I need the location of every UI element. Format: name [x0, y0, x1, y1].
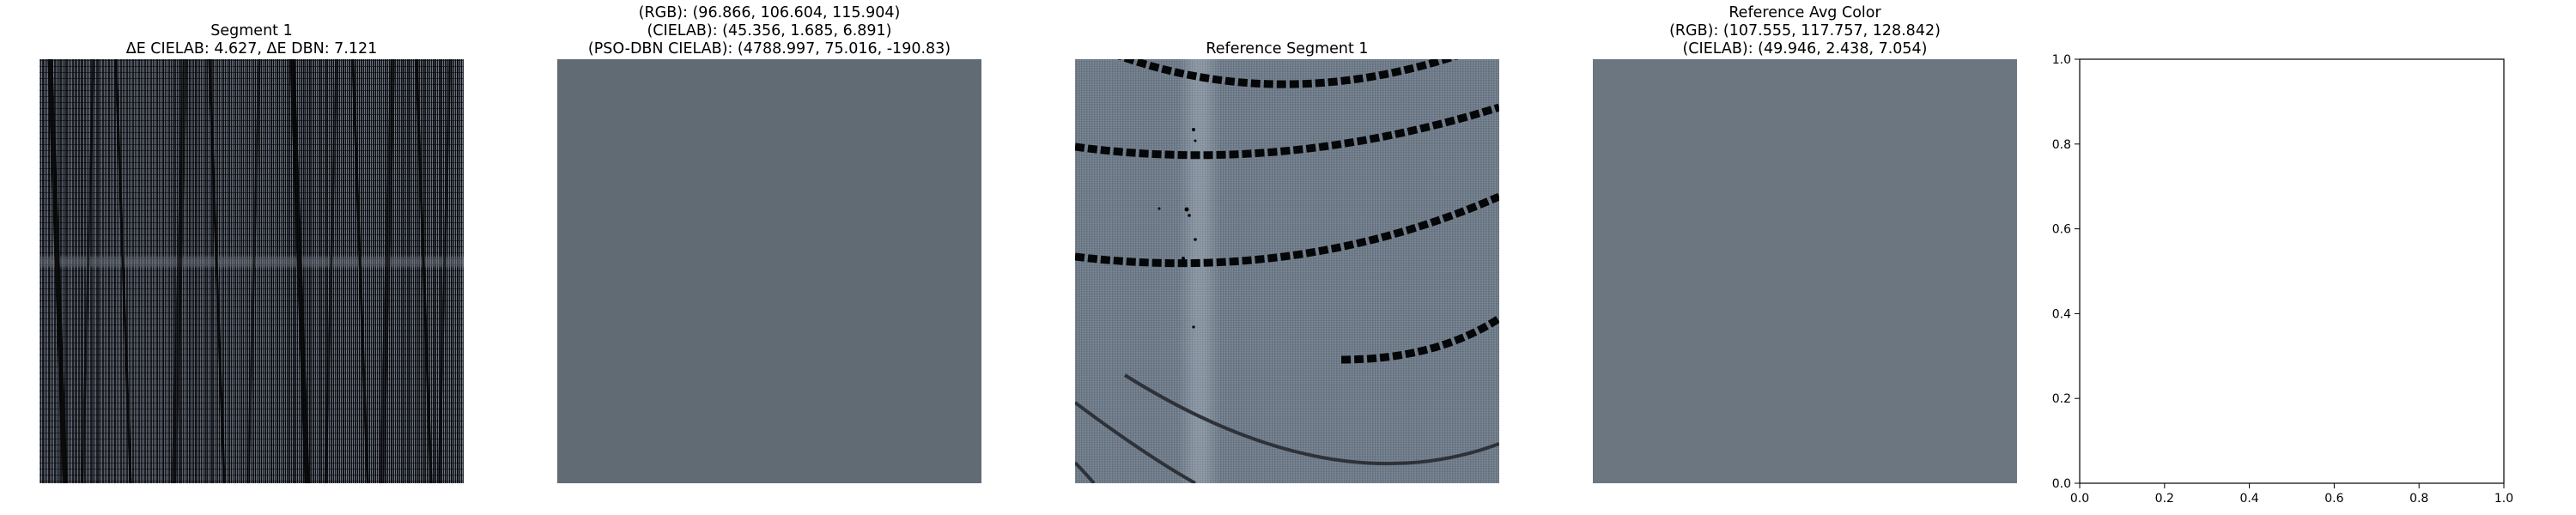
- predicted-color-swatch: [557, 59, 981, 483]
- x-tick-label: 0.8: [2409, 492, 2428, 506]
- texture-stripe: [171, 59, 188, 483]
- title-line: (RGB): (107.555, 117.757, 128.842): [1669, 22, 1941, 39]
- texture-stripe: [47, 59, 68, 483]
- segment-1-image: [39, 59, 464, 483]
- y-tick-label: 0.4: [2052, 307, 2071, 321]
- segment-1-title: Segment 1 ΔE CIELAB: 4.627, ΔE DBN: 7.12…: [0, 22, 509, 58]
- empty-axes: 0.0 0.2 0.4 0.6 0.8 1.0 0.0 0.2 0.4 0.6 0.8 1.0: [2052, 53, 2513, 506]
- texture-stripe: [351, 59, 369, 483]
- y-tick-label: 1.0: [2052, 53, 2071, 67]
- x-tick-label: 0.0: [2070, 492, 2089, 506]
- reference-avg-color-title: Reference Avg Color (RGB): (107.555, 117…: [1547, 4, 2063, 58]
- y-tick-label: 0.0: [2052, 477, 2071, 491]
- title-line: (CIELAB): (49.946, 2.438, 7.054): [1682, 40, 1928, 58]
- y-tick-label: 0.8: [2052, 138, 2071, 152]
- texture-stripe: [324, 59, 338, 483]
- x-tick-label: 0.4: [2239, 492, 2258, 506]
- x-tick-label: 1.0: [2494, 492, 2513, 506]
- reference-avg-color-swatch: [1593, 59, 2017, 483]
- title-line: (RGB): (96.866, 106.604, 115.904): [638, 4, 901, 21]
- predicted-color-title: (RGB): (96.866, 106.604, 115.904) (CIELA…: [512, 4, 1027, 58]
- y-tick-label: 0.6: [2052, 223, 2071, 237]
- title-line: Reference Avg Color: [1728, 4, 1881, 21]
- reference-segment-title: Reference Segment 1: [1030, 40, 1545, 58]
- title-line: (CIELAB): (45.356, 1.685, 6.891): [647, 22, 892, 39]
- y-tick-label: 0.2: [2052, 392, 2071, 406]
- texture-stripe: [208, 59, 226, 483]
- texture-stripe: [81, 59, 95, 483]
- reference-fabric-marks: [1075, 59, 1499, 483]
- texture-stripe: [289, 59, 310, 483]
- x-tick-label: 0.6: [2324, 492, 2343, 506]
- texture-stripe: [114, 59, 132, 483]
- reference-segment-image: [1075, 59, 1499, 483]
- x-tick-label: 0.2: [2155, 492, 2174, 506]
- title-line: Segment 1: [210, 22, 293, 39]
- texture-stripe: [437, 59, 452, 483]
- title-line: ΔE CIELAB: 4.627, ΔE DBN: 7.121: [125, 40, 378, 58]
- title-line: (PSO-DBN CIELAB): (4788.997, 75.016, -19…: [587, 40, 951, 58]
- texture-stripe: [415, 59, 433, 483]
- title-line: Reference Segment 1: [1206, 40, 1369, 58]
- axes-frame: [2079, 58, 2505, 484]
- segment-texture-stripes: [39, 59, 464, 483]
- texture-stripe: [379, 59, 396, 483]
- texture-stripe: [246, 59, 261, 483]
